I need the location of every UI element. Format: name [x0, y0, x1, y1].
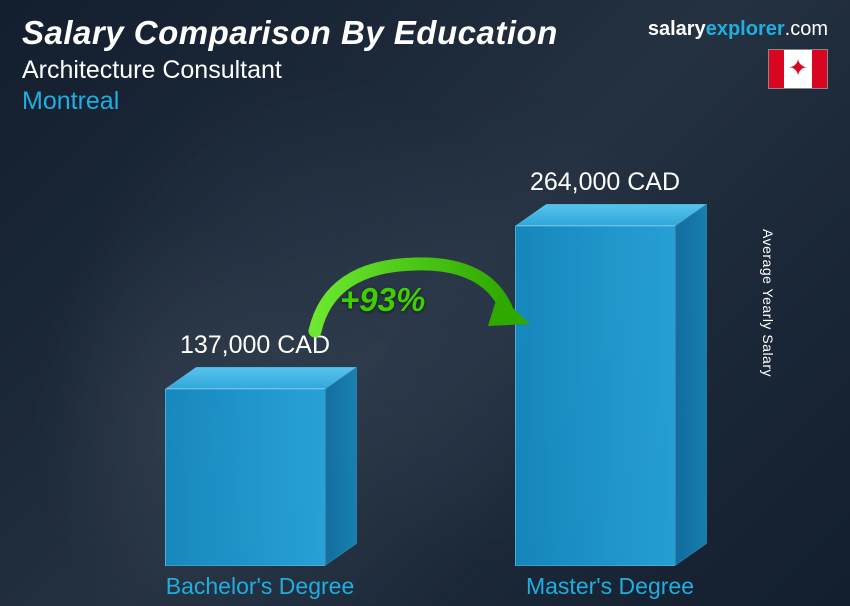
bar-label: Bachelor's Degree [155, 573, 365, 600]
bar-label: Master's Degree [510, 573, 710, 600]
y-axis-label: Average Yearly Salary [760, 229, 776, 377]
maple-leaf-icon: ✦ [788, 57, 808, 81]
brand-part2: explorer [706, 18, 785, 40]
bar-value: 264,000 CAD [505, 168, 705, 197]
brand-part3: .com [785, 18, 828, 40]
chart-location: Montreal [22, 87, 828, 116]
percent-increase-label: +93% [340, 281, 425, 319]
bar-bachelors: 137,000 CAD [165, 389, 325, 566]
brand-logo-text: salaryexplorer.com [648, 18, 828, 41]
brand-block: salaryexplorer.com ✦ [648, 18, 828, 89]
bar-masters: 264,000 CAD [515, 226, 675, 566]
brand-part1: salary [648, 18, 706, 40]
canada-flag-icon: ✦ [768, 49, 828, 89]
chart-area: +93% 137,000 CAD Bachelor's Degree 264,0… [0, 136, 850, 606]
